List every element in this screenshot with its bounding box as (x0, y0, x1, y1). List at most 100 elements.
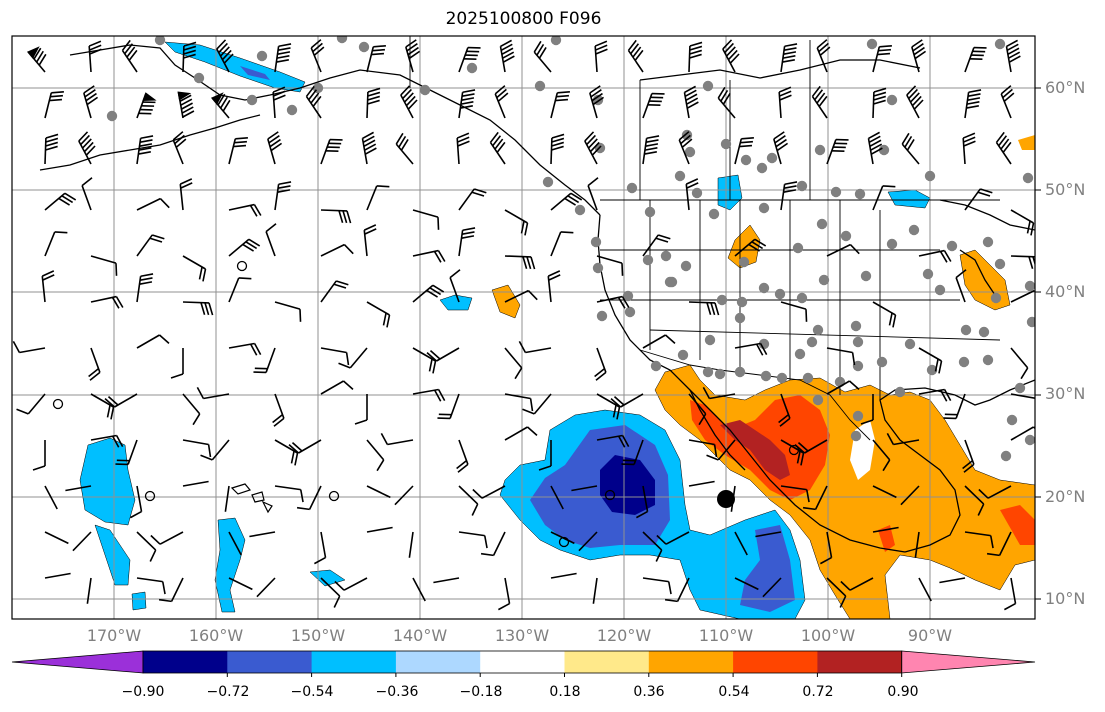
station-dot (734, 312, 746, 324)
wind-barb (412, 284, 445, 303)
wind-barb (964, 188, 993, 211)
wind-barb (550, 231, 574, 257)
station-dot (624, 306, 636, 318)
wind-barb (688, 301, 720, 316)
wind-barb (734, 577, 759, 591)
station-dot (550, 36, 562, 46)
wind-barb (405, 39, 421, 73)
wind-barb (918, 347, 943, 374)
wind-barb (458, 227, 476, 257)
colorbar-segment (395, 651, 481, 673)
negative-anomaly-alaska (164, 41, 306, 93)
lon-label-170: 170°W (86, 626, 142, 645)
wind-barb (1010, 426, 1035, 441)
station-dot (794, 348, 806, 360)
station-dot (760, 370, 772, 382)
wind-barb (253, 347, 276, 374)
station-dots (106, 36, 1035, 462)
station-dot (1022, 172, 1034, 184)
station-dot (677, 349, 689, 361)
wind-barb (678, 131, 693, 165)
station-dot (924, 170, 936, 182)
wind-barb (41, 270, 55, 303)
station-dot (812, 324, 824, 336)
wind-barb (918, 388, 952, 402)
wind-barb (802, 485, 828, 511)
station-dot (850, 430, 862, 442)
wind-barb (872, 485, 897, 499)
wind-barb (78, 131, 96, 165)
wind-barb (826, 380, 860, 395)
station-dot (534, 80, 546, 92)
station-dot (774, 288, 786, 300)
wind-barb (550, 90, 570, 119)
wind-barb (664, 577, 690, 603)
wind-barb (518, 341, 552, 354)
lat-label-30: 30°N (1045, 384, 1086, 403)
wind-barb (504, 209, 529, 236)
lon-label-120: 120°W (596, 626, 652, 645)
wind-barb (811, 85, 828, 119)
lon-label-110: 110°W (698, 626, 754, 645)
wind-barb (449, 269, 461, 303)
station-dot (626, 182, 638, 194)
wind-barb (44, 90, 64, 119)
wind-barb (136, 577, 166, 595)
wind-barb (962, 439, 975, 473)
station-dot (246, 94, 258, 106)
wind-barb (860, 394, 874, 425)
wind-barb (571, 485, 598, 492)
colorbar-extend-low (11, 650, 144, 674)
wind-barb (182, 301, 214, 316)
lat-label-20: 20°N (1045, 487, 1086, 506)
wind-barb (642, 531, 663, 562)
wind-barb (44, 231, 68, 257)
wind-barb (44, 133, 59, 165)
station-dot (958, 356, 970, 368)
wind-barb (136, 531, 157, 562)
wind-barb (182, 439, 212, 458)
graticule (12, 36, 1035, 619)
station-dot (886, 238, 898, 250)
wind-barb (584, 131, 602, 165)
lon-label-150: 150°W (290, 626, 346, 645)
station-dot (708, 208, 720, 220)
wind-barb (918, 249, 952, 263)
wind-barb (688, 41, 703, 73)
wind-barb (228, 238, 261, 257)
wind-barb (906, 85, 924, 119)
station-dot (812, 394, 824, 406)
wind-barb (872, 526, 899, 533)
wind-barb (394, 485, 414, 506)
wind-barb (688, 480, 715, 487)
station-dot (758, 282, 770, 294)
wind-barb (228, 342, 262, 356)
wind-barb (826, 347, 856, 366)
wind-barb (366, 87, 381, 119)
station-dot (681, 129, 693, 141)
wind-barb (688, 393, 707, 426)
colorbar-tick-label: 0.90 (887, 684, 919, 700)
wind-barb (964, 89, 982, 119)
wind-barb (964, 46, 987, 73)
station-dot (766, 152, 778, 164)
wind-barb (494, 85, 509, 119)
station-dot (154, 36, 166, 46)
wind-barb (706, 439, 736, 461)
wind-barb (395, 132, 414, 165)
wind-barb (320, 380, 354, 395)
wind-barb (550, 485, 564, 510)
lon-label-100: 100°W (800, 626, 856, 645)
lon-label-90: 90°W (907, 626, 953, 645)
station-dot (734, 366, 746, 378)
station-dot (590, 236, 602, 248)
lon-label-140: 140°W (392, 626, 448, 645)
wind-barb (480, 531, 506, 557)
wind-barb (780, 181, 798, 211)
wind-barb (499, 39, 515, 73)
wind-barb (1010, 347, 1029, 380)
wind-barb (115, 439, 138, 466)
wind-barb (918, 577, 932, 602)
wind-barb (773, 131, 789, 165)
wind-barb (310, 39, 325, 73)
